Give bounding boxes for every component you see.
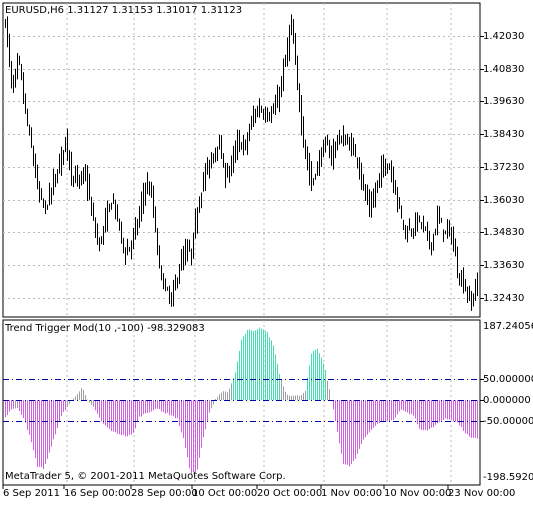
time-label: 10 Nov 00:00 [384,488,452,499]
time-label: 20 Oct 00:00 [257,488,323,499]
indicator-title: Trend Trigger Mod(10 ,-100) -98.329083 [5,323,205,334]
price-label: 1.34830 [483,226,525,238]
price-label: 1.42030 [483,30,525,42]
time-label: 23 Nov 00:00 [448,488,516,499]
time-label: 6 Sep 2011 [3,488,61,499]
indicator-level-label-0: 0.000000 [483,395,531,406]
price-label: 1.37230 [483,161,525,173]
price-label: 1.38430 [483,128,525,140]
chart-title: EURUSD,H6 1.31127 1.31153 1.31017 1.3112… [5,5,243,16]
price-label: 1.33630 [483,259,525,271]
time-label: 10 Oct 00:00 [192,488,258,499]
time-label: 28 Sep 00:00 [131,488,198,499]
indicator-min-label: -198.592054 [483,472,533,483]
price-label: 1.36030 [483,194,525,206]
price-panel-frame [2,2,481,318]
indicator-level-label-minus50: -50.000000 [483,416,533,427]
time-label: 16 Sep 00:00 [64,488,131,499]
time-label: 1 Nov 00:00 [321,488,383,499]
copyright-text: MetaTrader 5, © 2001-2011 MetaQuotes Sof… [5,471,286,482]
price-label: 1.32430 [483,292,525,304]
indicator-max-label: 187.240565 [483,321,533,332]
indicator-level-label-50: 50.000000 [483,374,533,385]
price-label: 1.39630 [483,95,525,107]
price-label: 1.40830 [483,63,525,75]
